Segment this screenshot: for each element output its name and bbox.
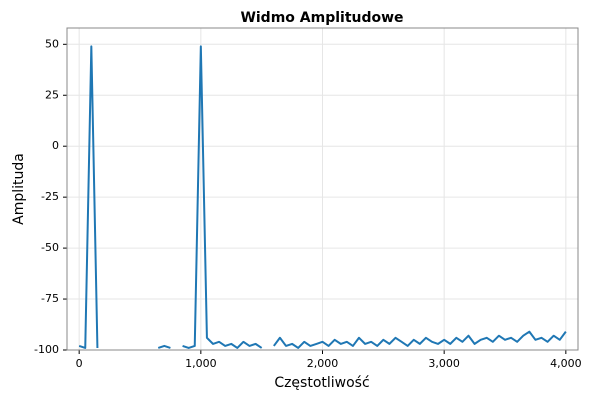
spectrum-line — [78, 45, 567, 349]
x-tick-label: 4,000 — [550, 357, 582, 370]
x-tick-label: 3,000 — [428, 357, 460, 370]
y-tick-label: 50 — [45, 37, 59, 50]
y-axis-label: Amplituda — [11, 153, 27, 225]
x-axis-label: Częstotliwość — [274, 375, 369, 391]
x-tick-label: 2,000 — [307, 357, 339, 370]
y-tick-label: -100 — [34, 343, 59, 356]
y-tick-label: 0 — [52, 139, 59, 152]
y-tick-label: 25 — [45, 88, 59, 101]
chart-title: Widmo Amplitudowe — [240, 10, 403, 26]
plot-frame — [66, 27, 579, 351]
x-tick-label: 1,000 — [185, 357, 217, 370]
y-tick-label: -75 — [41, 292, 59, 305]
y-tick-label: -25 — [41, 190, 59, 203]
x-tick-label: 0 — [76, 357, 83, 370]
y-tick-label: -50 — [41, 241, 59, 254]
